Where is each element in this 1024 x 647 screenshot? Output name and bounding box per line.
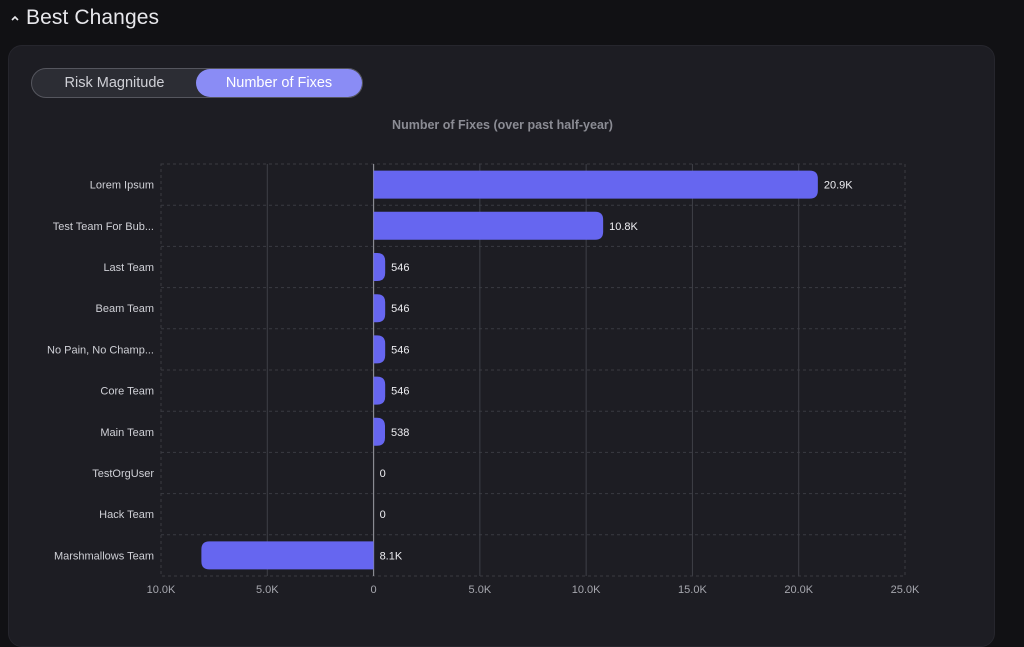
bar	[373, 417, 386, 446]
section-header[interactable]: Best Changes	[10, 6, 159, 30]
value-label: 0	[380, 509, 386, 521]
x-tick-label: 25.0K	[891, 584, 920, 596]
x-tick-label: 20.0K	[784, 584, 813, 596]
chart-title: Number of Fixes (over past half-year)	[392, 118, 613, 132]
x-tick-label: 10.0K	[147, 584, 176, 596]
value-label: 20.9K	[824, 180, 853, 192]
bar	[373, 211, 604, 240]
category-label: Test Team For Bub...	[53, 221, 154, 233]
value-label: 8.1K	[380, 550, 403, 562]
value-label: 546	[391, 262, 409, 274]
x-tick-label: 15.0K	[678, 584, 707, 596]
category-label: Core Team	[100, 386, 154, 398]
value-label: 0	[380, 468, 386, 480]
x-tick-label: 0	[371, 584, 377, 596]
bar-chart: 10.0K 5.0K 0 5.0K 10.0K 15.0K 20.0K 25.0K Lorem …	[47, 163, 920, 596]
category-label: TestOrgUser	[92, 468, 154, 480]
bar	[373, 253, 386, 281]
value-label: 10.8K	[609, 221, 638, 233]
x-tick-label: 5.0K	[469, 584, 492, 596]
x-tick-label: 5.0K	[256, 584, 279, 596]
bar	[373, 170, 818, 199]
bar	[201, 541, 374, 570]
category-label: Main Team	[100, 427, 154, 439]
value-label: 538	[391, 427, 409, 439]
category-label: Last Team	[103, 262, 154, 274]
category-label: Hack Team	[99, 509, 154, 521]
section-title: Best Changes	[26, 6, 160, 29]
tab-number-of-fixes[interactable]: Number of Fixes	[196, 69, 362, 97]
metric-toggle: Risk Magnitude Number of Fixes	[31, 68, 363, 98]
value-label: 546	[391, 303, 409, 315]
category-label: No Pain, No Champ...	[47, 344, 154, 356]
bar	[373, 335, 386, 364]
chart-card: Risk Magnitude Number of Fixes	[8, 45, 995, 647]
x-tick-label: 10.0K	[572, 584, 601, 596]
category-label: Beam Team	[96, 303, 155, 315]
chevron-up-icon[interactable]	[10, 13, 20, 23]
bar	[373, 294, 386, 323]
value-label: 546	[391, 386, 409, 398]
category-label: Marshmallows Team	[54, 550, 154, 562]
category-label: Lorem Ipsum	[90, 180, 154, 192]
value-label: 546	[391, 344, 409, 356]
bar	[373, 376, 386, 405]
tab-risk-magnitude[interactable]: Risk Magnitude	[64, 75, 165, 91]
